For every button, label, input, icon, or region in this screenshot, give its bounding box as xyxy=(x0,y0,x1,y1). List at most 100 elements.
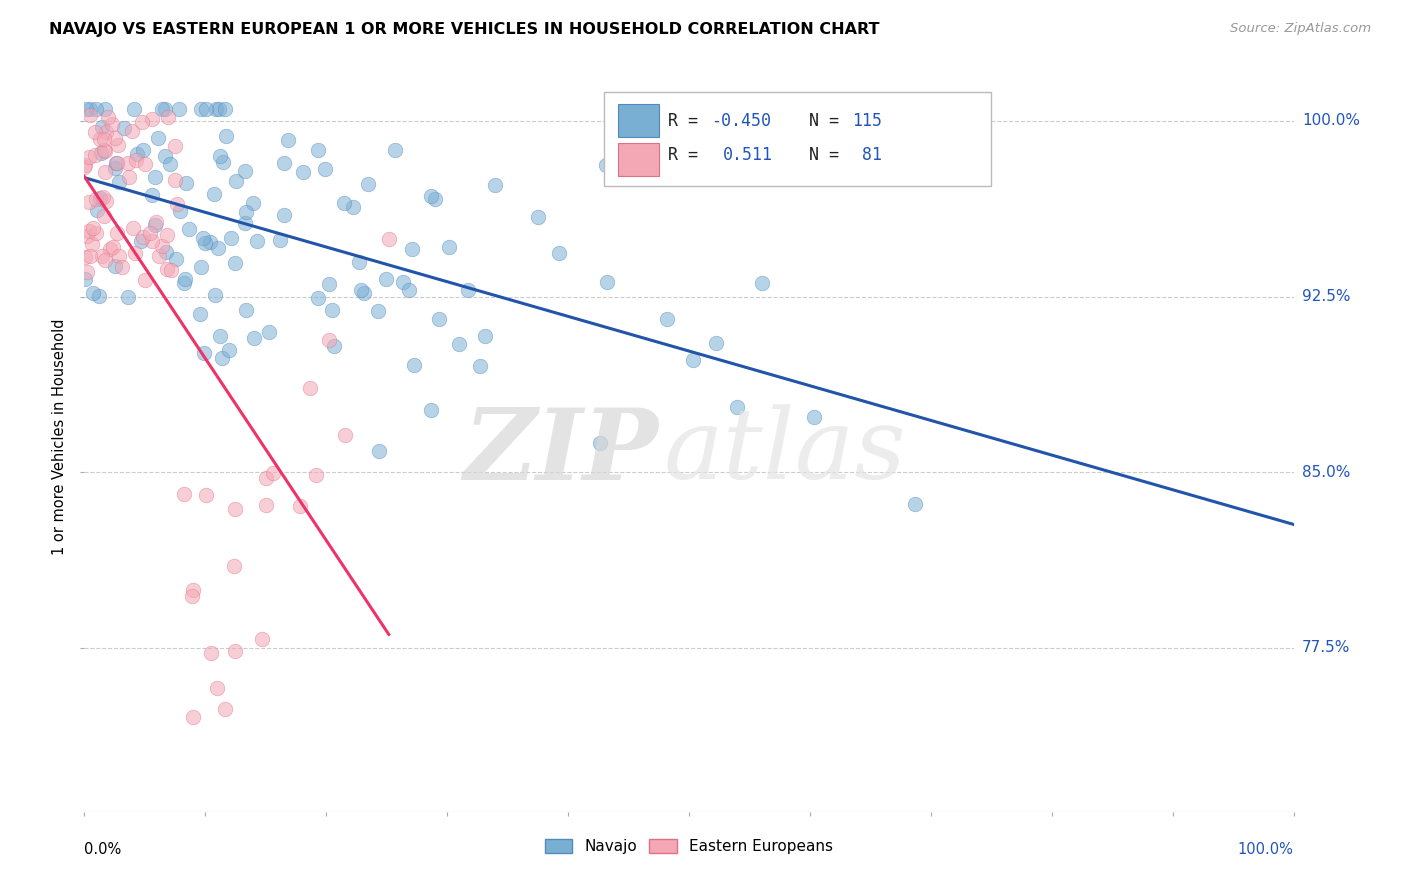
Point xyxy=(904,497,927,511)
Point xyxy=(335,427,357,442)
Point xyxy=(134,273,156,287)
Point xyxy=(122,221,145,235)
Point xyxy=(204,103,226,117)
Point xyxy=(122,103,145,117)
Point xyxy=(163,173,186,187)
Point xyxy=(273,156,295,170)
Point xyxy=(73,272,96,286)
Point xyxy=(76,228,98,243)
Point xyxy=(190,103,212,117)
Point xyxy=(153,149,176,163)
Text: 0.511: 0.511 xyxy=(723,145,773,163)
Point xyxy=(132,230,155,244)
Point xyxy=(89,131,111,145)
Point xyxy=(91,190,114,204)
Point xyxy=(194,103,217,117)
Point xyxy=(165,252,187,266)
Point xyxy=(321,303,343,318)
Point xyxy=(211,351,233,366)
Point xyxy=(84,192,107,206)
Point xyxy=(108,175,131,189)
Point xyxy=(104,161,127,176)
Point xyxy=(94,144,117,158)
Point xyxy=(243,331,266,345)
Point xyxy=(173,276,195,290)
Point xyxy=(246,234,269,248)
Point xyxy=(250,632,273,646)
Text: 100.0%: 100.0% xyxy=(1302,113,1360,128)
Point xyxy=(193,346,215,360)
Point xyxy=(148,249,170,263)
Point xyxy=(342,200,364,214)
Point xyxy=(420,188,443,202)
Point xyxy=(214,129,236,144)
Point xyxy=(148,130,170,145)
Point xyxy=(367,304,389,318)
Point xyxy=(141,234,163,248)
Text: 0.0%: 0.0% xyxy=(84,842,121,857)
Point xyxy=(77,224,100,238)
Point xyxy=(108,249,131,263)
Point xyxy=(224,502,246,516)
Point xyxy=(174,271,197,285)
Point xyxy=(377,231,399,245)
Text: R =: R = xyxy=(668,112,709,130)
Point xyxy=(101,240,124,254)
Point xyxy=(79,108,101,122)
Point xyxy=(86,202,108,217)
Point xyxy=(169,203,191,218)
Point xyxy=(177,222,200,236)
Point xyxy=(208,103,231,117)
Point xyxy=(105,226,128,240)
Point xyxy=(299,381,322,395)
Point xyxy=(318,277,340,292)
Point xyxy=(163,138,186,153)
Point xyxy=(141,112,163,126)
Point xyxy=(218,343,240,357)
Point xyxy=(145,214,167,228)
Point xyxy=(527,210,550,224)
Point xyxy=(131,143,153,157)
Point xyxy=(157,110,180,124)
Point xyxy=(655,312,678,326)
Point xyxy=(402,359,425,373)
Text: 85.0%: 85.0% xyxy=(1302,465,1350,480)
Point xyxy=(194,236,217,251)
Legend: Navajo, Eastern Europeans: Navajo, Eastern Europeans xyxy=(538,832,839,860)
Point xyxy=(156,261,179,276)
FancyBboxPatch shape xyxy=(605,93,991,186)
Point xyxy=(183,710,205,724)
Point xyxy=(384,143,406,157)
Point xyxy=(392,275,415,289)
Point xyxy=(143,218,166,232)
Point xyxy=(89,191,111,205)
Point xyxy=(212,155,235,169)
Point xyxy=(112,120,135,135)
Point xyxy=(269,233,291,247)
Point xyxy=(314,161,336,176)
Point xyxy=(134,157,156,171)
Point xyxy=(73,250,96,264)
Point xyxy=(198,235,221,249)
Point xyxy=(323,339,346,353)
Point xyxy=(143,169,166,184)
Point xyxy=(174,176,197,190)
Text: atlas: atlas xyxy=(664,404,907,500)
Point xyxy=(202,186,225,201)
Point xyxy=(277,133,299,147)
Point xyxy=(219,231,242,245)
Point xyxy=(82,286,104,301)
Text: R =: R = xyxy=(668,145,709,163)
Point xyxy=(150,239,173,253)
Point xyxy=(398,283,420,297)
Point xyxy=(73,158,96,172)
Point xyxy=(204,288,226,302)
Text: 100.0%: 100.0% xyxy=(1237,842,1294,857)
Point xyxy=(208,329,231,343)
Point xyxy=(349,255,371,269)
Point xyxy=(105,155,128,169)
Point xyxy=(273,209,295,223)
Point xyxy=(89,288,111,302)
Point xyxy=(457,284,479,298)
Point xyxy=(131,235,153,249)
